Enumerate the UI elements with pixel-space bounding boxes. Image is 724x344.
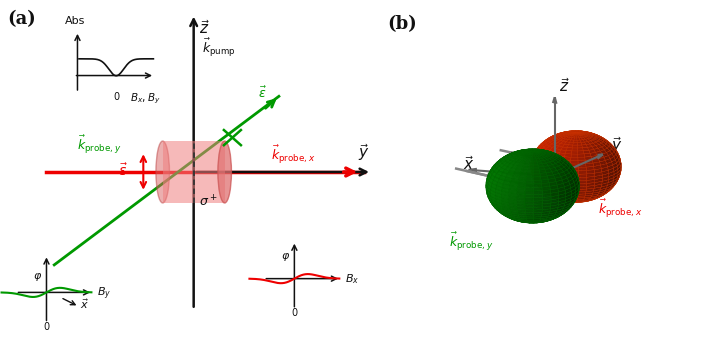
Text: (a): (a) — [8, 10, 36, 28]
Text: 0: 0 — [113, 92, 119, 102]
Text: $\vec{\epsilon}$: $\vec{\epsilon}$ — [258, 86, 267, 101]
Text: $B_y$: $B_y$ — [97, 285, 111, 302]
Text: $\vec{k}_{{\rm probe},y}$: $\vec{k}_{{\rm probe},y}$ — [77, 133, 122, 156]
Ellipse shape — [218, 141, 232, 203]
Text: 0: 0 — [291, 309, 298, 319]
Text: Abs: Abs — [65, 16, 85, 26]
Text: $B_x, B_y$: $B_x, B_y$ — [130, 92, 161, 106]
Text: $\vec{k}_{\rm pump}$: $\vec{k}_{\rm pump}$ — [202, 37, 236, 59]
Ellipse shape — [156, 141, 169, 203]
Text: $\vec{z}$: $\vec{z}$ — [200, 19, 210, 37]
Text: $\vec{x}$: $\vec{x}$ — [80, 297, 89, 311]
Text: $\vec{y}$: $\vec{y}$ — [358, 142, 370, 163]
Text: $\vec{k}_{{\rm probe},x}$: $\vec{k}_{{\rm probe},x}$ — [271, 144, 316, 166]
Text: (b): (b) — [387, 15, 417, 33]
Text: $\varphi$: $\varphi$ — [33, 271, 42, 283]
Text: $\varphi$: $\varphi$ — [281, 251, 290, 263]
Text: $\vec{\epsilon}$: $\vec{\epsilon}$ — [118, 162, 128, 179]
Text: $B_x$: $B_x$ — [345, 272, 359, 286]
Polygon shape — [163, 141, 224, 203]
Text: $\sigma^+$: $\sigma^+$ — [200, 194, 218, 209]
Text: 0: 0 — [43, 322, 49, 332]
